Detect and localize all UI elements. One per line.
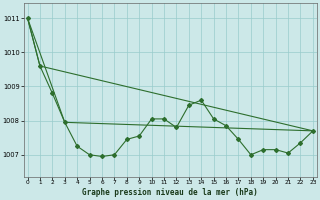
X-axis label: Graphe pression niveau de la mer (hPa): Graphe pression niveau de la mer (hPa) (82, 188, 258, 197)
